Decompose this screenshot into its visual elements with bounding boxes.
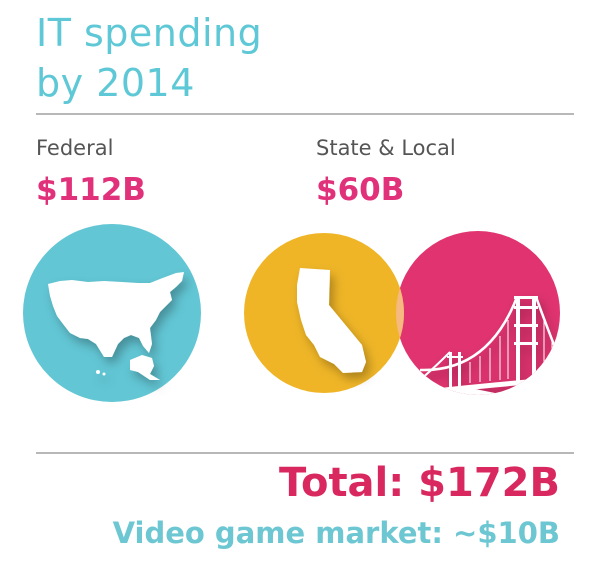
state-local-amount: $60B [316, 172, 405, 208]
federal-amount: $112B [36, 172, 146, 208]
california-map-icon [297, 268, 366, 373]
state-local-label: State & Local [316, 136, 456, 160]
title-line-1: IT spending [36, 11, 263, 55]
federal-label: Federal [36, 136, 114, 160]
local-circle [396, 231, 560, 395]
total-amount: Total: $172B [278, 460, 560, 506]
title-line-2: by 2014 [36, 61, 195, 105]
page-title: IT spending by 2014 [36, 8, 262, 108]
bottom-divider [36, 452, 574, 454]
state-circle [244, 233, 404, 393]
usa-map-icon [48, 272, 184, 380]
video-game-market: Video game market: ~$10B [112, 516, 560, 550]
federal-circle [23, 224, 201, 402]
top-divider [36, 113, 574, 115]
